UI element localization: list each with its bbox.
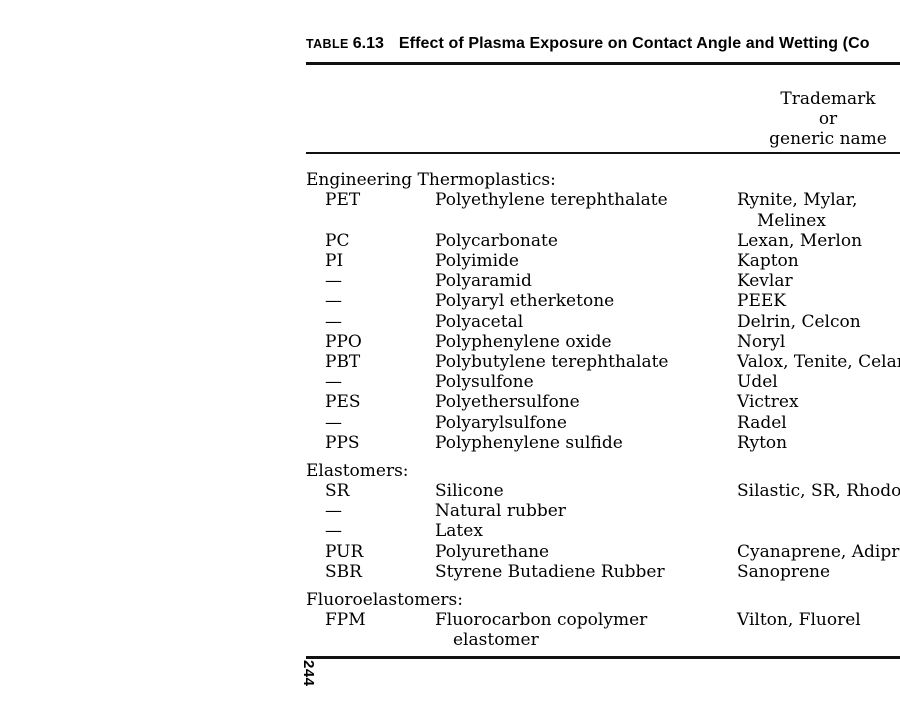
trademark-cell: Radel [737, 413, 787, 433]
name-cell: Polyaryl etherketone [435, 291, 615, 311]
trademark-cell: Delrin, Celcon [737, 312, 861, 332]
trademark-cell-wrap: Melinex [757, 211, 826, 231]
name-cell: Polycarbonate [435, 231, 558, 251]
name-cell: Polyphenylene oxide [435, 332, 612, 352]
column-header-line: Trademark [780, 89, 876, 109]
trademark-cell: Victrex [737, 392, 799, 412]
name-cell: Polyurethane [435, 542, 550, 562]
section-heading-engineering-thermoplastics: Engineering Thermoplastics: [306, 170, 556, 190]
table-row: — Polyarylsulfone Radel [306, 413, 900, 433]
abbr-cell: PPS [325, 433, 360, 453]
name-cell: Styrene Butadiene Rubber [435, 562, 665, 582]
trademark-cell: PEEK [737, 291, 786, 311]
abbr-cell: — [325, 501, 342, 521]
table-caption-number: 6.13 [352, 35, 384, 52]
table-row: PC Polycarbonate Lexan, Merlon [306, 231, 900, 251]
table-row: — Polysulfone Udel [306, 372, 900, 392]
name-cell: Fluorocarbon copolymer [435, 610, 648, 630]
table-row: PPS Polyphenylene sulfide Ryton [306, 433, 900, 453]
table-row: — Natural rubber [306, 501, 900, 521]
table-row: FPM Fluorocarbon copolymer Vilton, Fluor… [306, 610, 900, 630]
trademark-cell: Sanoprene [737, 562, 831, 582]
table-row: PI Polyimide Kapton [306, 251, 900, 271]
abbr-cell: — [325, 413, 342, 433]
name-cell: Polysulfone [435, 372, 534, 392]
table-row: SBR Styrene Butadiene Rubber Sanoprene [306, 562, 900, 582]
table-row: — Polyacetal Delrin, Celcon [306, 312, 900, 332]
table-row: PBT Polybutylene terephthalate Valox, Te… [306, 352, 900, 372]
abbr-cell: — [325, 312, 342, 332]
name-cell: Latex [435, 521, 483, 541]
table-row: PET Polyethylene terephthalate Rynite, M… [306, 190, 900, 210]
abbr-cell: PC [325, 231, 350, 251]
abbr-cell: PES [325, 392, 361, 412]
abbr-cell: — [325, 291, 342, 311]
trademark-cell: Lexan, Merlon [737, 231, 863, 251]
abbr-cell: PUR [325, 542, 364, 562]
abbr-cell: SBR [325, 562, 362, 582]
abbr-cell: PI [325, 251, 344, 271]
abbr-cell: — [325, 372, 342, 392]
name-cell: Polyphenylene sulfide [435, 433, 623, 453]
column-header-trademark: Trademark or generic name [737, 89, 900, 149]
name-cell: Polyimide [435, 251, 519, 271]
trademark-cell: Udel [737, 372, 778, 392]
abbr-cell: PPO [325, 332, 362, 352]
table-row: — Polyaramid Kevlar [306, 271, 900, 291]
name-cell: Polyethersulfone [435, 392, 580, 412]
table-row: PPO Polyphenylene oxide Noryl [306, 332, 900, 352]
section-heading-fluoroelastomers: Fluoroelastomers: [306, 590, 463, 610]
table-row: — Polyaryl etherketone PEEK [306, 291, 900, 311]
table-rule-header [306, 152, 900, 154]
table-caption-text: Effect of Plasma Exposure on Contact Ang… [398, 35, 870, 52]
trademark-cell: Cyanaprene, Adipren [737, 542, 900, 562]
table-caption-label: TABLE [306, 37, 349, 51]
trademark-cell: Vilton, Fluorel [737, 610, 861, 630]
abbr-cell: — [325, 271, 342, 291]
table-rule-top [306, 62, 900, 65]
abbr-cell: FPM [325, 610, 366, 630]
table-row: — Latex [306, 521, 900, 541]
trademark-cell: Valox, Tenite, Celan [737, 352, 900, 372]
trademark-cell: Rynite, Mylar, [737, 190, 858, 210]
name-cell-wrap: elastomer [453, 630, 539, 650]
name-cell: Polybutylene terephthalate [435, 352, 669, 372]
column-header-line: generic name [769, 129, 887, 149]
trademark-cell: Kapton [737, 251, 799, 271]
column-header-line: or [818, 109, 838, 129]
abbr-cell: SR [325, 481, 350, 501]
name-cell: Polyarylsulfone [435, 413, 567, 433]
name-cell: Natural rubber [435, 501, 566, 521]
name-cell: Polyacetal [435, 312, 524, 332]
trademark-cell: Noryl [737, 332, 786, 352]
page-number: 244 [300, 660, 317, 687]
abbr-cell: — [325, 521, 342, 541]
trademark-cell: Ryton [737, 433, 788, 453]
table-row: SR Silicone Silastic, SR, Rhodors [306, 481, 900, 501]
name-cell: Polyaramid [435, 271, 532, 291]
table-rule-bottom [306, 656, 900, 659]
table-caption: TABLE 6.13 Effect of Plasma Exposure on Co… [306, 35, 870, 53]
table-row: PES Polyethersulfone Victrex [306, 392, 900, 412]
name-cell: Silicone [435, 481, 504, 501]
name-cell: Polyethylene terephthalate [435, 190, 668, 210]
trademark-cell: Silastic, SR, Rhodors [737, 481, 900, 501]
abbr-cell: PET [325, 190, 361, 210]
section-heading-elastomers: Elastomers: [306, 461, 409, 481]
abbr-cell: PBT [325, 352, 361, 372]
table-row: PUR Polyurethane Cyanaprene, Adipren [306, 542, 900, 562]
trademark-cell: Kevlar [737, 271, 793, 291]
